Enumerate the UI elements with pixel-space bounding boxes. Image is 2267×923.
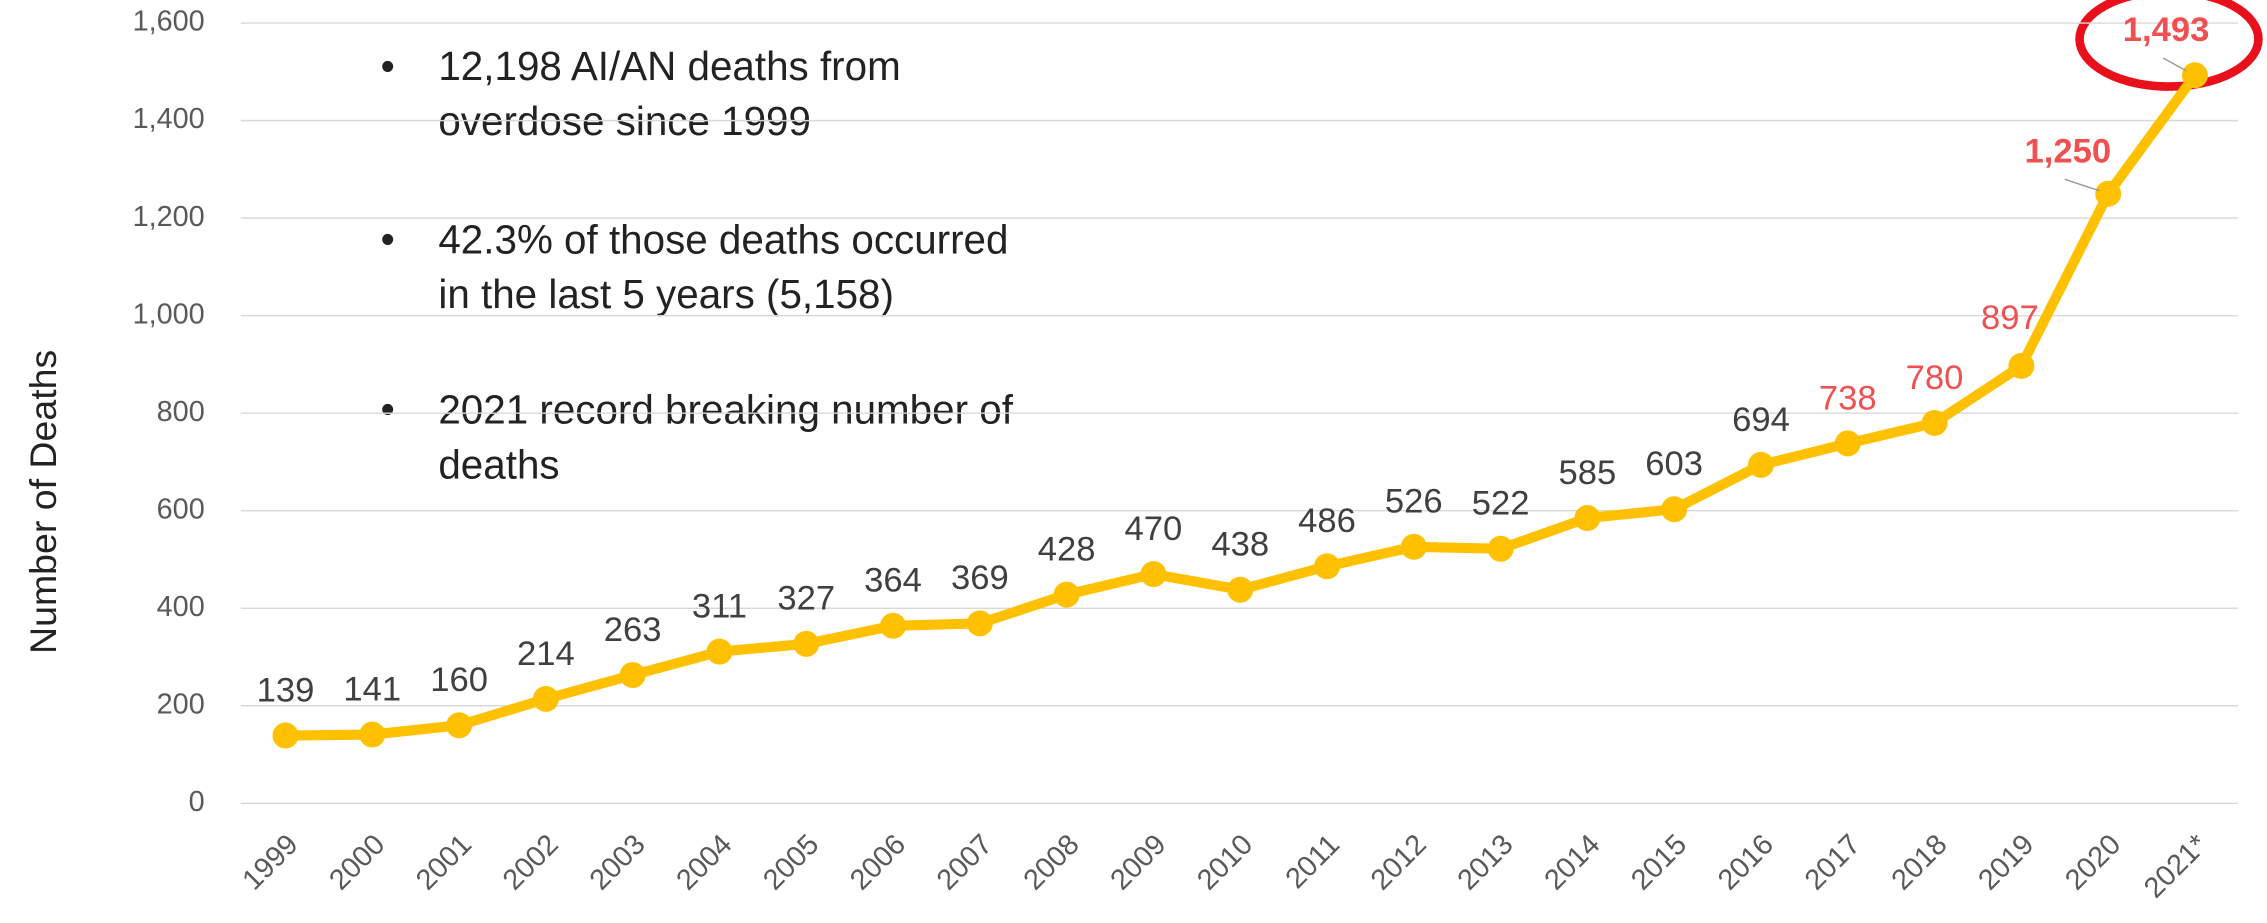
x-tick-label: 2004 [670, 829, 738, 897]
marker [1053, 581, 1080, 608]
x-tick-label: 2012 [1365, 829, 1433, 897]
x-tick-label: 2005 [757, 829, 825, 897]
marker [1400, 533, 1427, 560]
value-label: 897 [1981, 299, 2039, 337]
marker [793, 630, 820, 657]
x-tick-label: 2010 [1191, 829, 1259, 897]
leader [2162, 57, 2187, 72]
value-label: 160 [430, 661, 488, 699]
x-tick-label: 2007 [931, 829, 999, 897]
y-tick-label: 0 [189, 786, 205, 818]
marker [359, 721, 386, 748]
marker [966, 610, 993, 637]
marker [1140, 561, 1167, 588]
annotation: 2021 record breaking number of deaths [438, 386, 1013, 487]
x-tick-label: 2017 [1799, 829, 1867, 897]
marker [880, 612, 907, 639]
value-label: 369 [951, 559, 1009, 597]
x-tick-label: 1999 [237, 829, 305, 897]
y-tick-label: 800 [157, 396, 205, 428]
bullet: • [381, 216, 395, 262]
y-tick-label: 400 [157, 591, 205, 623]
value-label: 486 [1298, 502, 1356, 540]
x-tick-label: 2021* [2138, 829, 2214, 905]
x-tick-label: 2018 [1886, 829, 1954, 897]
x-tick-label: 2002 [497, 829, 565, 897]
marker [1314, 553, 1340, 580]
marker [1748, 451, 1774, 478]
leader [2064, 178, 2100, 192]
marker [446, 712, 473, 739]
value-label: 470 [1125, 510, 1183, 548]
value-label: 428 [1038, 530, 1096, 568]
y-tick-label: 200 [157, 688, 205, 720]
value-label: 139 [257, 671, 315, 709]
marker [1227, 576, 1254, 603]
x-tick-label: 2013 [1452, 829, 1520, 897]
value-label: 585 [1559, 454, 1617, 492]
marker [1834, 430, 1861, 457]
x-tick-label: 2016 [1712, 829, 1780, 897]
value-label: 780 [1906, 359, 1964, 397]
value-label: 311 [692, 588, 747, 626]
x-tick-label: 2006 [844, 829, 912, 897]
marker [1921, 409, 1948, 436]
x-tick-label: 2000 [323, 829, 391, 897]
marker [1661, 496, 1688, 523]
x-tick-label: 2003 [584, 829, 652, 897]
marker [1487, 535, 1514, 562]
annotation: 42.3% of those deaths occurred in the las… [438, 216, 1008, 317]
marker [2095, 180, 2122, 207]
bullet: • [381, 43, 395, 89]
x-tick-label: 2019 [1972, 829, 2040, 897]
marker [272, 722, 299, 749]
value-label: 327 [777, 580, 835, 618]
marker [619, 662, 646, 689]
x-tick-label: 2008 [1018, 829, 1086, 897]
value-label: 603 [1645, 445, 1703, 483]
value-label: 214 [517, 635, 575, 673]
y-tick-label: 1,200 [133, 201, 205, 233]
y-axis-title: Number of Deaths [22, 350, 64, 654]
value-label: 1,493 [2123, 11, 2210, 49]
marker [532, 685, 559, 712]
x-tick-label: 2015 [1625, 829, 1693, 897]
x-tick-label: 2001 [410, 829, 478, 897]
value-label: 364 [864, 562, 922, 600]
highlight-circle [2075, 0, 2263, 91]
x-tick-label: 2020 [2059, 829, 2127, 897]
y-tick-label: 600 [157, 493, 205, 525]
value-label: 522 [1472, 485, 1530, 523]
value-label: 141 [343, 670, 401, 708]
x-tick-label: 2009 [1104, 829, 1172, 897]
value-label: 1,250 [2024, 133, 2111, 171]
x-tick-label: 2014 [1538, 829, 1606, 897]
bullet: • [381, 386, 395, 432]
marker [706, 638, 733, 665]
y-tick-label: 1,600 [133, 6, 205, 38]
value-label: 738 [1819, 379, 1877, 417]
marker [2181, 62, 2208, 89]
marker [1574, 505, 1601, 532]
value-label: 694 [1732, 401, 1790, 439]
value-label: 263 [604, 611, 662, 649]
y-tick-label: 1,000 [133, 298, 205, 330]
annotation: 12,198 AI/AN deaths from overdose since 1… [438, 43, 900, 144]
value-label: 438 [1211, 526, 1269, 564]
marker [2008, 352, 2035, 379]
value-label: 526 [1385, 483, 1443, 521]
annotations: • 12,198 AI/AN deaths from overdose since … [381, 43, 1014, 487]
x-tick-label: 2011 [1280, 829, 1346, 895]
y-tick-label: 1,400 [133, 103, 205, 135]
